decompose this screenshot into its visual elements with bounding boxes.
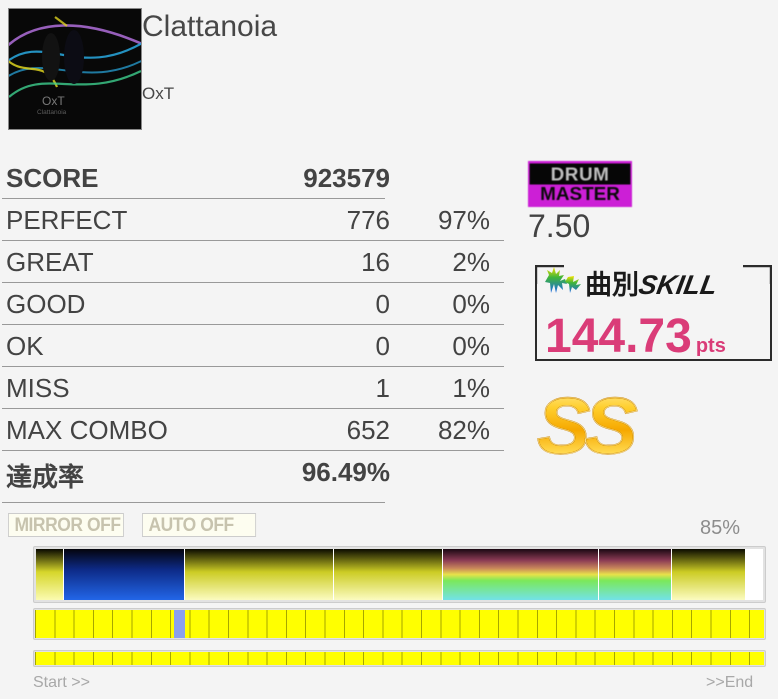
- svg-text:OxT: OxT: [42, 94, 65, 108]
- svg-text:Clattanoia: Clattanoia: [37, 109, 67, 116]
- svg-text:SS: SS: [537, 385, 637, 470]
